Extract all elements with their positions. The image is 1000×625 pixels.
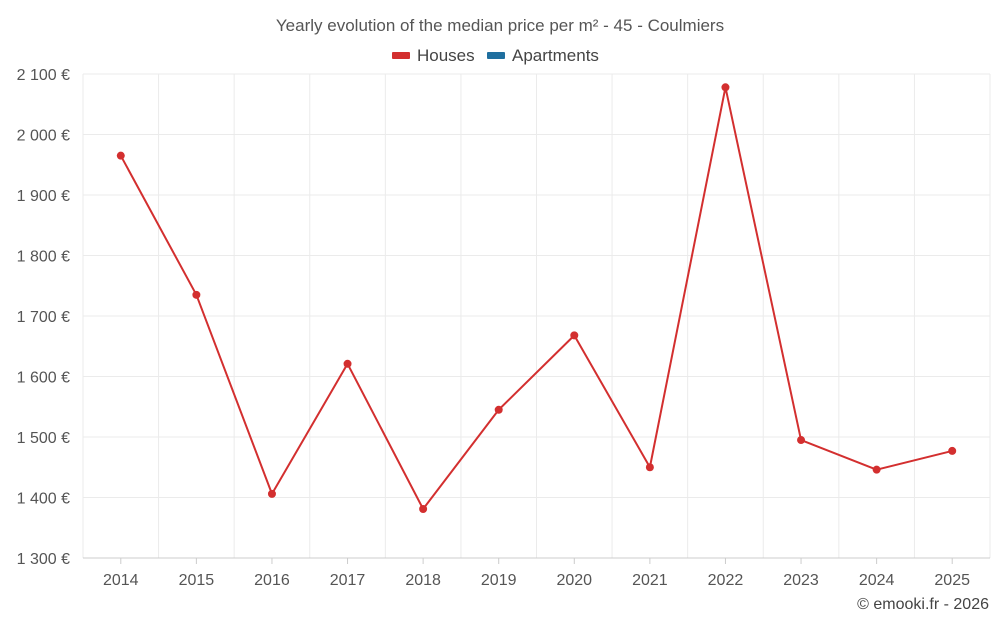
- data-point[interactable]: [570, 331, 579, 340]
- data-point[interactable]: [645, 463, 654, 472]
- x-tick-label: 2016: [254, 572, 290, 589]
- x-axis: 2014 2015 2016 2017 2018 2019 2020 2021 2022 2023…: [83, 557, 990, 589]
- x-tick-label: 2018: [405, 572, 441, 589]
- y-tick-label: 1 900 €: [17, 188, 70, 205]
- series-line-houses: [119, 86, 953, 510]
- credit-text: © emooki.fr - 2026: [857, 596, 989, 613]
- x-tick-label: 2024: [859, 572, 895, 589]
- data-point[interactable]: [116, 151, 125, 160]
- data-point[interactable]: [419, 504, 428, 513]
- y-tick-label: 1 600 €: [17, 370, 70, 387]
- chart-title: Yearly evolution of the median price per…: [276, 16, 724, 35]
- y-tick-label: 2 100 €: [17, 67, 70, 84]
- data-point[interactable]: [797, 436, 806, 445]
- x-tick-label: 2023: [783, 572, 819, 589]
- x-tick-label: 2022: [708, 572, 744, 589]
- legend-label-houses: Houses: [417, 46, 475, 65]
- x-tick-label: 2019: [481, 572, 517, 589]
- x-tick-label: 2015: [179, 572, 215, 589]
- x-tick-label: 2025: [934, 572, 970, 589]
- data-point[interactable]: [948, 446, 957, 455]
- legend-label-apartments: Apartments: [512, 46, 599, 65]
- legend-swatch-houses: [392, 52, 410, 59]
- legend-swatch-apartments: [487, 52, 505, 59]
- x-tick-label: 2020: [556, 572, 592, 589]
- grid: [82, 73, 991, 558]
- y-tick-label: 1 300 €: [17, 551, 70, 568]
- data-point[interactable]: [343, 359, 352, 368]
- data-point[interactable]: [494, 405, 503, 414]
- y-tick-label: 1 700 €: [17, 309, 70, 326]
- y-tick-label: 1 500 €: [17, 430, 70, 447]
- series-houses: [116, 83, 957, 513]
- x-tick-label: 2014: [103, 572, 139, 589]
- data-point[interactable]: [267, 489, 276, 498]
- y-axis: 1 300 € 1 400 € 1 500 € 1 600 € 1 700 € 1 800…: [17, 67, 70, 568]
- data-point[interactable]: [192, 290, 201, 299]
- legend: Houses Apartments: [392, 46, 599, 65]
- y-tick-label: 1 800 €: [17, 249, 70, 266]
- x-tick-label: 2021: [632, 572, 668, 589]
- data-point[interactable]: [872, 465, 881, 474]
- legend-item-apartments[interactable]: Apartments: [487, 46, 599, 65]
- y-tick-label: 2 000 €: [17, 128, 70, 145]
- x-tick-label: 2017: [330, 572, 366, 589]
- legend-item-houses[interactable]: Houses: [392, 46, 475, 65]
- y-tick-label: 1 400 €: [17, 491, 70, 508]
- data-point[interactable]: [721, 83, 730, 92]
